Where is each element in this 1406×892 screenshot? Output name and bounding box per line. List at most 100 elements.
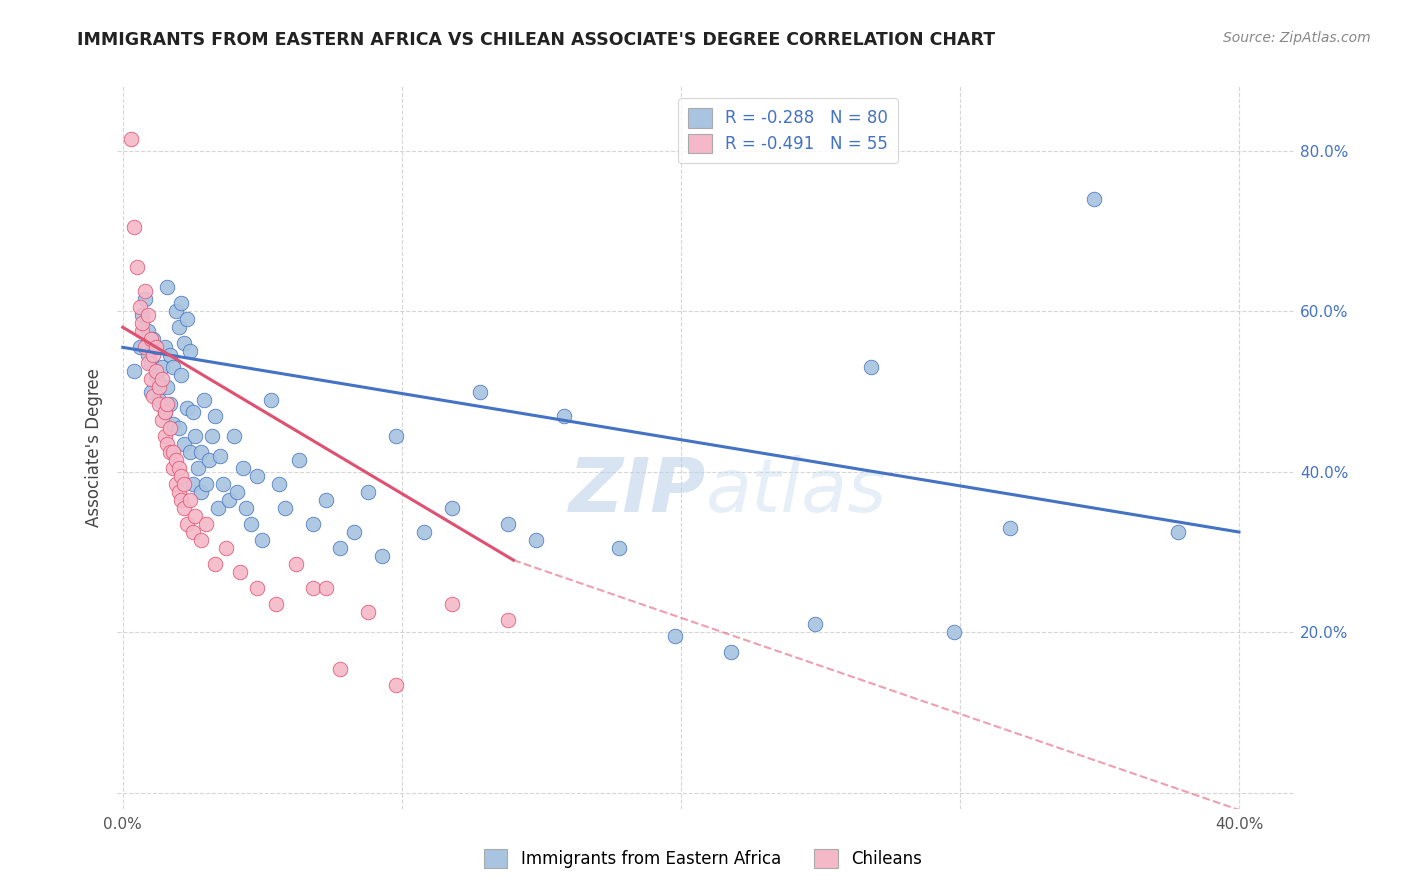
Point: [120, 131, 142, 145]
Point: [187, 460, 209, 475]
Point: [215, 541, 238, 555]
Point: [176, 401, 198, 415]
Point: [190, 533, 212, 547]
Point: [179, 444, 201, 458]
Point: [167, 460, 190, 475]
Point: [371, 549, 394, 563]
Point: [315, 581, 337, 595]
Point: [1167, 524, 1189, 539]
Point: [207, 500, 229, 515]
Point: [150, 412, 173, 426]
Legend: R = -0.288   N = 80, R = -0.491   N = 55: R = -0.288 N = 80, R = -0.491 N = 55: [678, 98, 898, 163]
Point: [134, 340, 156, 354]
Point: [267, 476, 290, 491]
Point: [159, 444, 181, 458]
Point: [193, 392, 215, 407]
Point: [142, 388, 165, 402]
Point: [246, 581, 269, 595]
Point: [609, 541, 631, 555]
Point: [284, 557, 307, 571]
Point: [496, 516, 519, 531]
Point: [148, 376, 170, 391]
Point: [190, 444, 212, 458]
Point: [235, 500, 257, 515]
Point: [136, 324, 159, 338]
Point: [153, 404, 176, 418]
Point: [496, 613, 519, 627]
Point: [1083, 192, 1105, 206]
Point: [153, 340, 176, 354]
Point: [162, 460, 184, 475]
Point: [167, 320, 190, 334]
Point: [301, 581, 323, 595]
Point: [139, 332, 162, 346]
Point: [136, 348, 159, 362]
Point: [122, 219, 145, 234]
Point: [229, 565, 252, 579]
Point: [224, 428, 246, 442]
Point: [195, 516, 218, 531]
Point: [998, 521, 1021, 535]
Point: [167, 484, 190, 499]
Point: [156, 380, 179, 394]
Point: [131, 316, 153, 330]
Point: [134, 292, 156, 306]
Point: [720, 645, 742, 659]
Point: [173, 500, 195, 515]
Point: [139, 356, 162, 370]
Point: [136, 308, 159, 322]
Point: [240, 516, 263, 531]
Point: [664, 629, 686, 643]
Point: [153, 404, 176, 418]
Point: [122, 364, 145, 378]
Point: [170, 492, 193, 507]
Point: [198, 452, 221, 467]
Point: [125, 260, 148, 274]
Point: [165, 476, 187, 491]
Point: [148, 380, 170, 394]
Legend: Immigrants from Eastern Africa, Chileans: Immigrants from Eastern Africa, Chileans: [478, 842, 928, 875]
Point: [170, 296, 193, 310]
Text: ZIP: ZIP: [568, 455, 706, 527]
Point: [173, 476, 195, 491]
Point: [139, 384, 162, 399]
Text: atlas: atlas: [706, 455, 887, 527]
Point: [173, 436, 195, 450]
Point: [162, 417, 184, 431]
Point: [413, 524, 436, 539]
Point: [142, 348, 165, 362]
Point: [218, 492, 240, 507]
Point: [201, 428, 224, 442]
Point: [209, 449, 232, 463]
Point: [159, 396, 181, 410]
Point: [159, 420, 181, 434]
Point: [128, 340, 150, 354]
Point: [441, 597, 464, 611]
Point: [156, 436, 179, 450]
Point: [943, 625, 966, 640]
Point: [232, 460, 254, 475]
Point: [204, 409, 226, 423]
Point: [145, 340, 167, 354]
Point: [357, 605, 380, 619]
Point: [159, 348, 181, 362]
Text: Source: ZipAtlas.com: Source: ZipAtlas.com: [1223, 31, 1371, 45]
Point: [156, 280, 179, 294]
Point: [301, 516, 323, 531]
Point: [804, 617, 827, 632]
Point: [139, 372, 162, 386]
Point: [170, 368, 193, 383]
Point: [553, 409, 575, 423]
Point: [165, 304, 187, 318]
Text: IMMIGRANTS FROM EASTERN AFRICA VS CHILEAN ASSOCIATE'S DEGREE CORRELATION CHART: IMMIGRANTS FROM EASTERN AFRICA VS CHILEA…: [77, 31, 995, 49]
Point: [145, 364, 167, 378]
Point: [162, 360, 184, 375]
Point: [131, 324, 153, 338]
Point: [357, 484, 380, 499]
Point: [184, 508, 207, 523]
Point: [176, 516, 198, 531]
Point: [264, 597, 287, 611]
Point: [181, 476, 204, 491]
Point: [134, 284, 156, 298]
Point: [315, 492, 337, 507]
